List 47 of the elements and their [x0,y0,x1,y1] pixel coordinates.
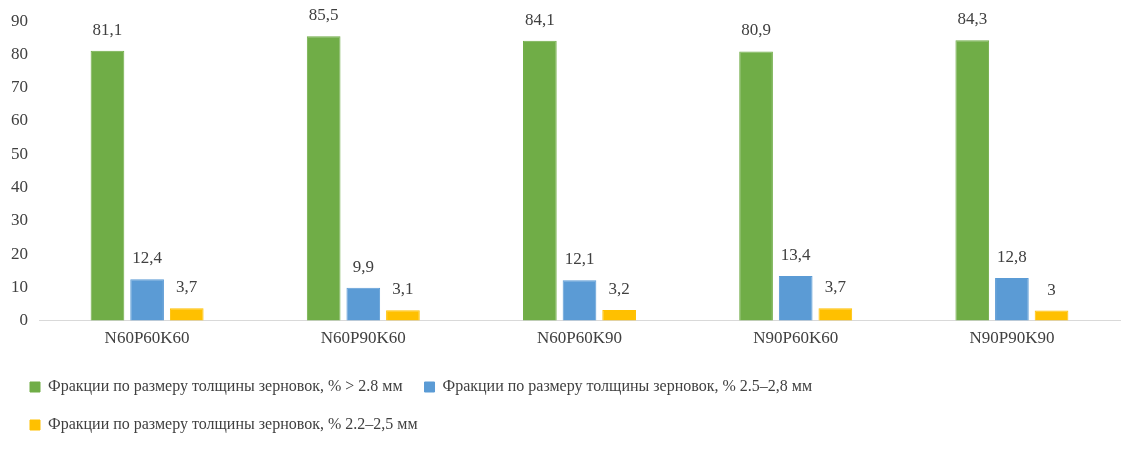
bar [562,280,597,321]
data-label: 12,4 [132,248,163,268]
data-label: 80,9 [741,20,771,40]
y-tick-label: 30 [11,210,28,230]
x-tick-label: N60P90K60 [320,328,406,348]
bar [602,309,636,321]
data-label: 81,1 [92,19,123,39]
legend-label: Фракции по размеру толщины зерновок, % 2.2–2,5 мм [48,415,418,434]
data-label: 12,8 [997,246,1027,266]
y-tick-label: 20 [11,243,28,263]
bar [346,287,381,321]
bar [739,51,773,321]
y-tick-label: 70 [11,77,28,97]
bar [778,276,813,321]
bar [955,40,990,321]
data-label: 9,9 [352,256,374,276]
legend-label: Фракции по размеру толщины зерновок, % > 2.8 мм [48,377,403,396]
bar [90,50,125,321]
data-label: 85,5 [308,5,339,25]
data-label: 84,1 [524,9,555,29]
x-tick-label: N90P90K90 [969,328,1055,348]
x-tick-label: N60P60K60 [104,328,190,348]
y-tick-label: 80 [11,43,28,63]
y-tick-label: 60 [11,110,28,130]
bar [306,36,341,321]
bar [130,279,164,321]
bar [386,310,420,321]
data-label: 84,3 [957,9,988,29]
y-tick-label: 0 [19,310,28,330]
x-tick-label: N90P60K60 [753,328,839,348]
bar [169,308,204,321]
x-tick-label: N60P60K90 [536,328,623,348]
y-tick-label: 10 [11,276,28,296]
data-label: 3 [1047,279,1056,299]
y-tick-label: 50 [11,143,28,163]
data-label: 3,1 [392,279,414,299]
data-label: 3,2 [608,278,630,298]
data-label: 3,7 [824,277,847,297]
y-tick-label: 40 [11,177,28,196]
data-label: 3,7 [176,277,198,297]
bar [523,40,557,321]
legend-label: Фракции по размеру толщины зерновок, % 2.5–2,8 мм [442,377,813,396]
bar [995,278,1029,321]
y-tick-label: 90 [11,10,28,30]
data-label: 13,4 [780,244,812,264]
bar [818,308,853,321]
data-label: 12,1 [564,249,595,269]
